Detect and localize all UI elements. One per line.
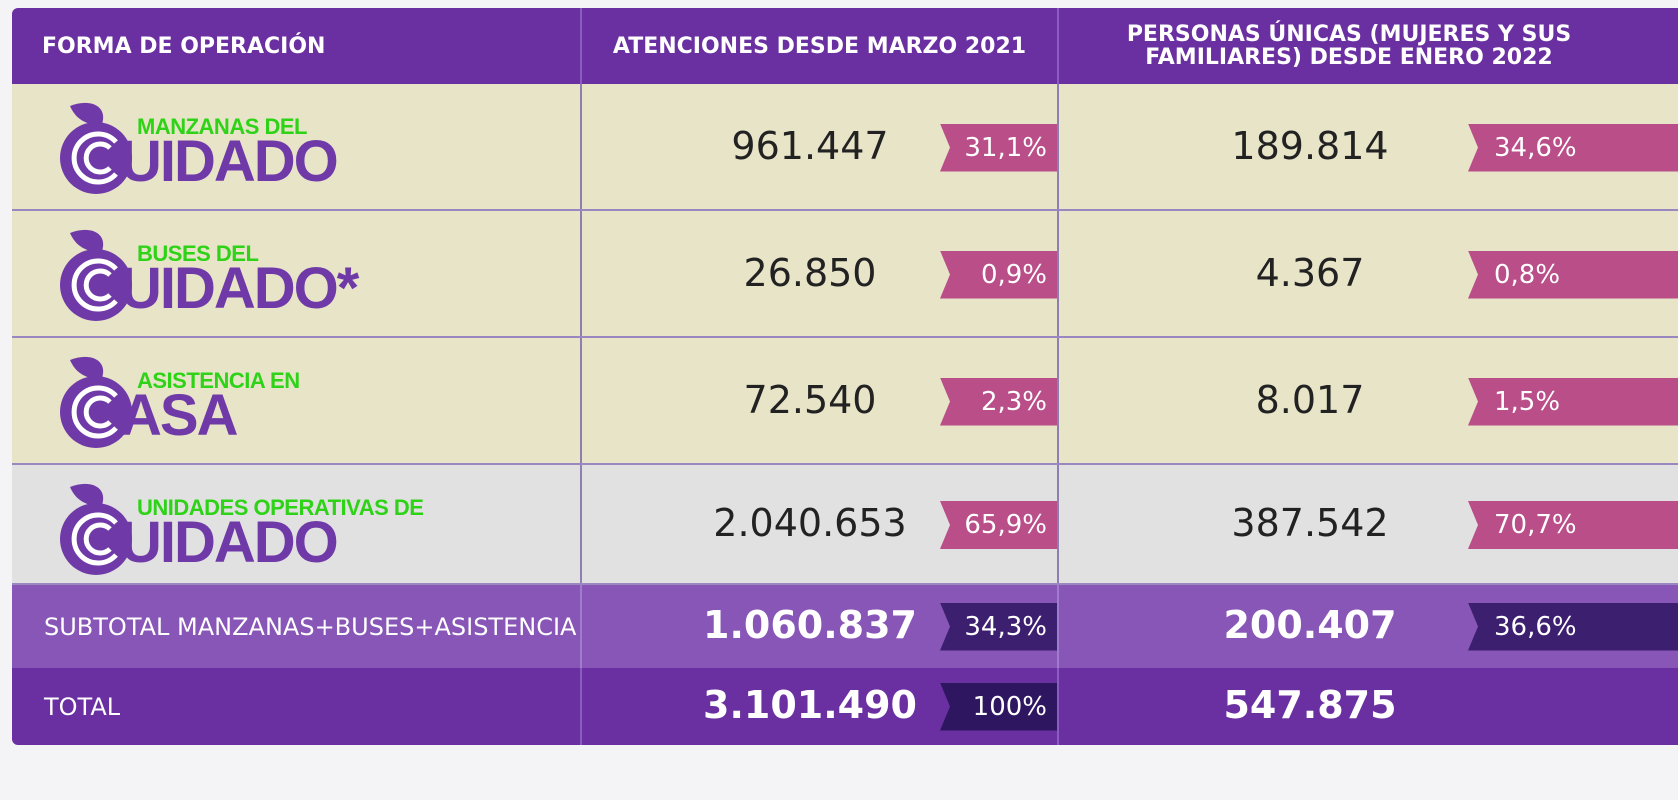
column-divider [580,8,582,84]
value: 26.850 [743,250,877,295]
column-divider [1057,585,1059,668]
column-divider [1057,8,1059,84]
column-divider [1057,211,1059,338]
logo-icon [60,102,132,194]
logo-subtitle: UNIDADES OPERATIVAS DE [137,495,424,520]
value: 8.017 [1255,377,1365,422]
column-divider [580,338,582,465]
value: 387.542 [1231,501,1389,545]
header-cell: PERSONAS ÚNICAS (MUJERES Y SUS FAMILIARE… [1126,22,1572,70]
row-label: TOTAL [44,692,121,721]
data-row: BUSES DEL UIDADO* 26.850 0,9% 4.367 0,8% [12,211,1678,338]
percent-badge: 31,1% [940,123,1057,172]
data-row: ASISTENCIA EN ASA 72.540 2,3% 8.017 1,5% [12,338,1678,465]
percent-badge: 100% [940,682,1057,731]
total-row: TOTAL 3.101.490 100% 547.875 [12,668,1678,745]
column-divider [1057,668,1059,745]
column-divider [580,211,582,338]
column-divider [580,585,582,668]
row-divider [12,209,1678,211]
column-divider [580,84,582,211]
row-label: SUBTOTAL MANZANAS+BUSES+ASISTENCIA [44,612,577,641]
logo-icon [60,483,132,575]
value: 3.101.490 [703,682,917,727]
percent-badge: 36,6% [1468,602,1678,651]
percent-badge: 70,7% [1468,501,1678,549]
data-row: MANZANAS DEL UIDADO 961.447 31,1% 189.814 34,… [12,84,1678,211]
logo-subtitle: MANZANAS DEL [137,114,308,139]
row-divider [12,463,1678,465]
data-row: UNIDADES OPERATIVAS DE UIDADO 2.040.653 65,… [12,465,1678,585]
value: 72.540 [743,377,877,422]
percent-badge: 2,3% [940,377,1057,426]
logo-title: UIDADO* [120,256,359,321]
logo-subtitle: BUSES DEL [137,241,259,266]
logo-title: ASA [120,383,238,448]
subtotal-row: SUBTOTAL MANZANAS+BUSES+ASISTENCIA 1.060.… [12,585,1678,668]
header-cell: ATENCIONES DESDE MARZO 2021 [612,33,1027,59]
logo-icon [60,356,132,448]
value: 2.040.653 [713,501,907,545]
logo-title: UIDADO [120,510,339,575]
column-divider [580,668,582,745]
logo-subtitle: ASISTENCIA EN [137,368,300,393]
value: 200.407 [1223,602,1397,647]
column-divider [1057,465,1059,585]
value: 547.875 [1223,682,1397,727]
row-divider [12,583,1678,585]
percent-badge: 65,9% [940,501,1057,549]
logo-icon [60,229,132,321]
header-cell: FORMA DE OPERACIÓN [42,33,326,59]
percent-badge: 0,8% [1468,250,1678,299]
column-divider [580,465,582,585]
value: 1.060.837 [703,602,917,647]
row-divider [12,336,1678,338]
percent-badge: 0,9% [940,250,1057,299]
percent-badge: 34,3% [940,602,1057,651]
column-divider [1057,84,1059,211]
table: FORMA DE OPERACIÓN ATENCIONES DESDE MARZO… [12,8,1678,745]
percent-badge: 1,5% [1468,377,1678,426]
value: 4.367 [1255,250,1365,295]
percent-badge: 34,6% [1468,123,1678,172]
logo-title: UIDADO [120,129,339,194]
value: 961.447 [731,123,889,168]
column-divider [1057,338,1059,465]
header-row: FORMA DE OPERACIÓN ATENCIONES DESDE MARZO… [12,8,1678,84]
value: 189.814 [1231,123,1389,168]
